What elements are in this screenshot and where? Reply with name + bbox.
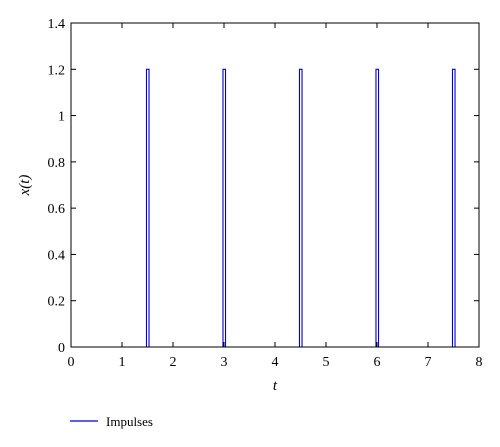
x-tick-label: 0 — [68, 355, 75, 370]
x-tick-label: 5 — [323, 355, 330, 370]
series-line-0 — [71, 68, 479, 348]
x-tick-label: 4 — [272, 355, 279, 370]
x-axis-label: t — [273, 378, 278, 394]
y-tick-label: 0 — [58, 341, 65, 356]
y-axis-ticks: 0 0.2 0.4 0.6 0.8 1 1.2 1.4 — [48, 17, 479, 356]
plot-area — [70, 22, 480, 348]
x-axis-ticks: 0 1 2 3 4 5 6 7 8 — [68, 23, 483, 370]
y-tick-label: 0.4 — [48, 248, 66, 263]
x-tick-label: 7 — [425, 355, 432, 370]
legend: Impulses — [70, 414, 153, 429]
x-tick-label: 1 — [119, 355, 126, 370]
x-tick-label: 6 — [374, 355, 381, 370]
y-tick-label: 0.6 — [48, 202, 66, 217]
y-tick-label: 1.4 — [48, 17, 66, 32]
y-axis-label: x(t) — [17, 175, 33, 197]
y-tick-label: 1.2 — [48, 63, 66, 78]
y-tick-label: 1 — [58, 110, 65, 125]
y-tick-label: 0.8 — [48, 156, 66, 171]
x-tick-label: 3 — [221, 355, 228, 370]
legend-label: Impulses — [106, 414, 153, 429]
y-tick-label: 0.2 — [48, 295, 66, 310]
x-tick-label: 2 — [170, 355, 177, 370]
axes-frame — [70, 22, 480, 348]
x-tick-label: 8 — [476, 355, 483, 370]
